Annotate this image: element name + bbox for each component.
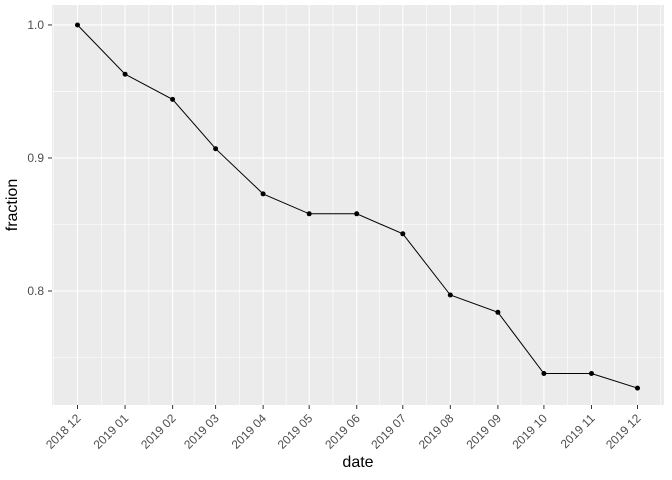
y-axis-title: fraction — [4, 179, 21, 231]
data-point — [170, 96, 176, 102]
data-point — [495, 309, 501, 315]
x-tick-label: 2019 06 — [322, 411, 363, 452]
x-tick-label: 2019 08 — [416, 411, 457, 452]
x-tick-label: 2019 10 — [509, 411, 550, 452]
plot-panel — [52, 5, 664, 405]
data-point — [306, 211, 312, 217]
data-point — [354, 211, 360, 217]
data-point — [260, 191, 266, 197]
x-tick-label: 2019 09 — [463, 411, 504, 452]
data-point — [541, 371, 547, 376]
data-point — [122, 71, 128, 77]
x-tick-label: 2019 01 — [91, 411, 132, 452]
x-tick-label: 2019 07 — [368, 411, 409, 452]
y-tick-label: 1.0 — [27, 18, 44, 32]
x-tick-label: 2019 02 — [138, 411, 179, 452]
x-tick-label: 2019 04 — [229, 411, 270, 452]
chart-layers: 2018 12 2019 01 2019 02 2019 03 2019 04 2019 … — [27, 5, 664, 452]
x-tick-label: 2019 03 — [181, 411, 222, 452]
data-point — [213, 146, 219, 152]
x-tick-label: 2018 12 — [43, 411, 84, 452]
x-tick-label: 2019 11 — [558, 411, 598, 451]
x-tick-label: 2019 05 — [275, 411, 316, 452]
y-tick-label: 0.9 — [27, 151, 44, 165]
data-point — [75, 22, 80, 28]
x-tick-label: 2019 12 — [603, 411, 644, 452]
x-axis-title: date — [342, 454, 373, 471]
data-point — [400, 231, 406, 237]
data-point — [635, 385, 640, 391]
data-point — [589, 371, 594, 376]
y-tick-label: 0.8 — [27, 284, 44, 298]
data-point — [447, 292, 453, 298]
